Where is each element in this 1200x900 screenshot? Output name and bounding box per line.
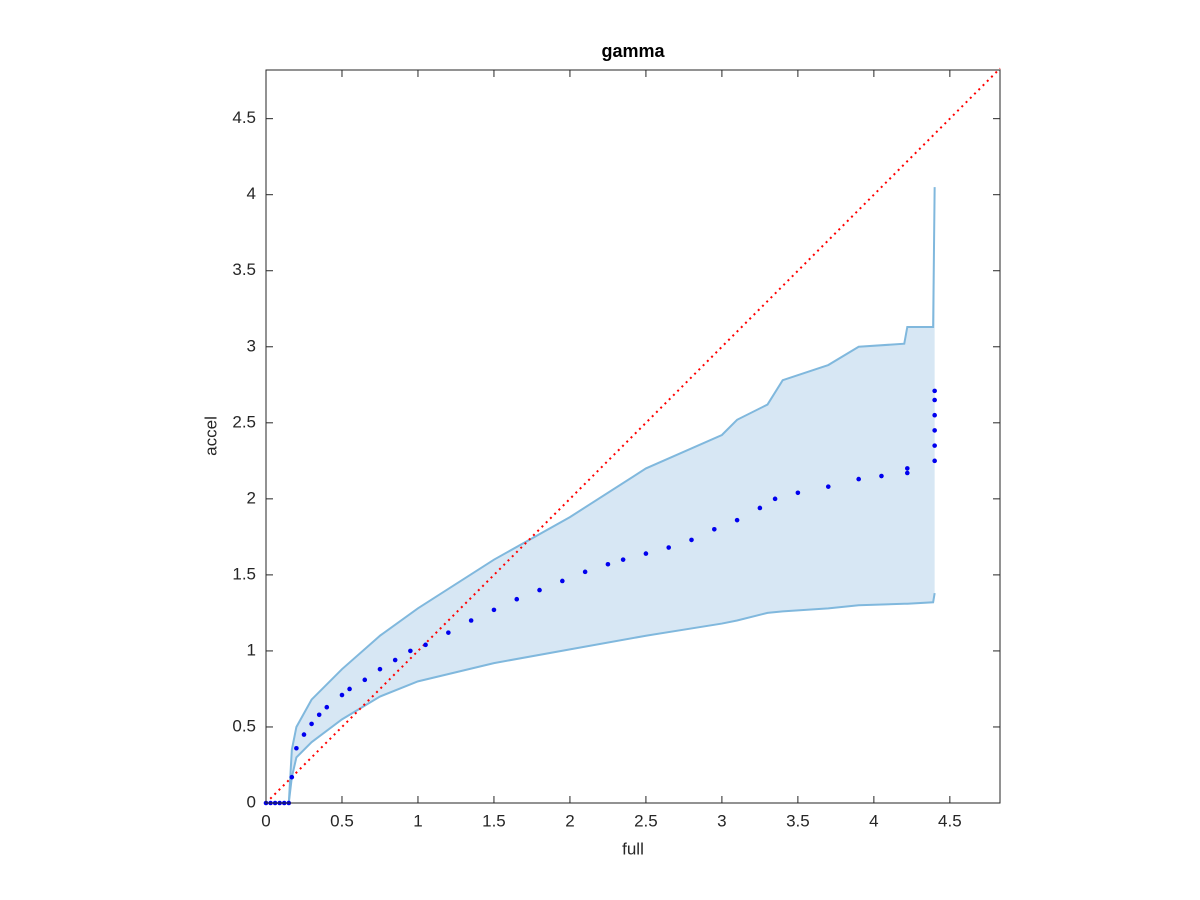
point [856, 476, 861, 482]
point [289, 774, 295, 780]
point [514, 596, 520, 602]
x-tick-label: 0 [261, 811, 270, 830]
axes-box [265, 69, 1001, 804]
point [932, 388, 937, 394]
y-tick-label: 2.5 [232, 412, 256, 431]
band-fill [288, 187, 935, 803]
point [316, 712, 322, 718]
point [795, 490, 801, 496]
point [392, 657, 398, 663]
point [537, 587, 542, 593]
point [347, 686, 352, 692]
x-tick-label: 2 [565, 811, 574, 830]
point [932, 458, 937, 464]
y-tick-label: 0.5 [232, 716, 256, 735]
x-tick-label: 1.5 [482, 811, 506, 830]
point [879, 473, 884, 479]
point [689, 537, 694, 543]
y-tick-label: 4 [247, 184, 256, 203]
point [734, 517, 740, 523]
x-tick-label: 3 [717, 811, 726, 830]
point [772, 496, 778, 502]
point [377, 666, 383, 672]
point [932, 443, 937, 448]
point [560, 578, 565, 584]
point [932, 428, 937, 433]
point [905, 466, 910, 471]
point [294, 745, 299, 751]
x-tick-label: 3.5 [786, 811, 810, 830]
point [408, 648, 413, 654]
y-tick-label: 2 [247, 488, 256, 507]
point [309, 721, 314, 727]
point [582, 569, 588, 575]
diagonal [265, 67, 1001, 804]
point [446, 630, 451, 635]
point [932, 397, 937, 403]
point [643, 551, 649, 556]
point [324, 704, 330, 710]
point [423, 642, 428, 648]
band-lower [287, 592, 936, 804]
x-tick-label: 1 [413, 811, 422, 830]
point [339, 692, 345, 698]
x-tick-label: 4.5 [938, 811, 962, 830]
point [905, 470, 910, 476]
y-tick-label: 3.5 [232, 260, 256, 279]
point [620, 557, 626, 562]
point [491, 607, 497, 613]
y-tick-label: 1 [247, 640, 256, 659]
point [757, 505, 763, 511]
x-axis-label: full [622, 839, 644, 858]
x-tick-label: 2.5 [634, 811, 658, 830]
point [468, 618, 474, 623]
y-tick-label: 4.5 [232, 108, 256, 127]
y-axis-label: accel [201, 416, 220, 456]
y-tick-label: 1.5 [232, 564, 256, 583]
point [666, 545, 672, 550]
y-tick-label: 0 [247, 792, 256, 811]
chart-title: gamma [601, 41, 665, 61]
point [712, 526, 717, 532]
x-tick-label: 0.5 [330, 811, 354, 830]
point [825, 484, 831, 489]
point [932, 412, 937, 418]
y-tick-label: 3 [247, 336, 256, 355]
point [605, 561, 611, 567]
point [301, 732, 307, 737]
x-tick-label: 4 [869, 811, 878, 830]
point [362, 677, 368, 683]
band-upper [287, 187, 936, 804]
